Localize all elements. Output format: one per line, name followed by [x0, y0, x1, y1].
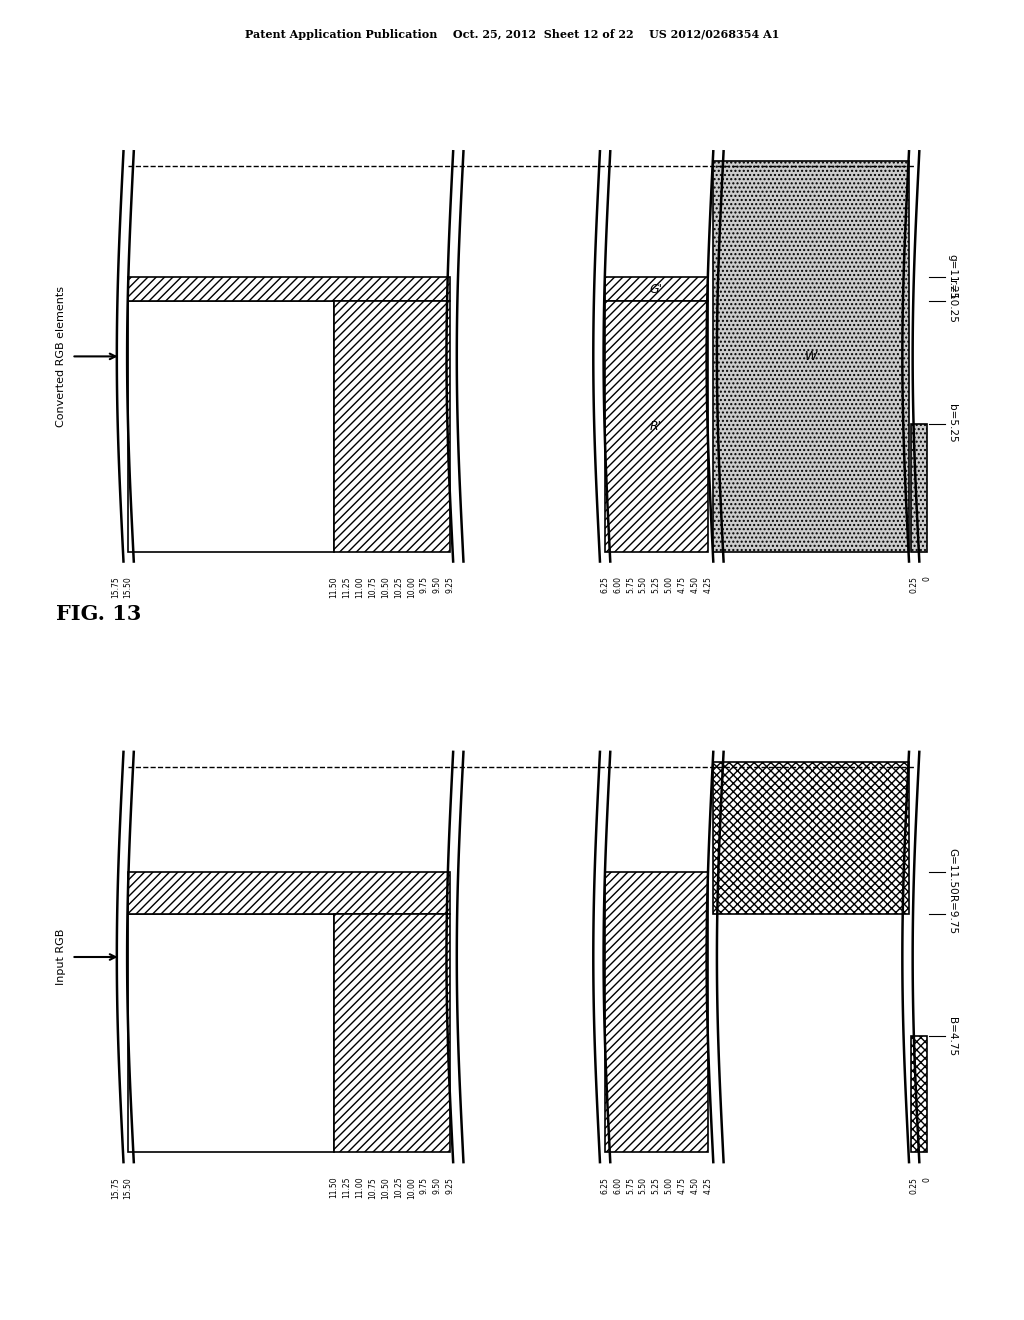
Text: Converted RGB elements: Converted RGB elements	[56, 286, 67, 426]
Text: B=4.75: B=4.75	[947, 1016, 957, 1056]
Text: 6.25: 6.25	[600, 1177, 609, 1193]
Bar	[128, 277, 451, 301]
Text: 10.75: 10.75	[369, 1177, 377, 1199]
Bar	[334, 915, 451, 1152]
Text: 6.00: 6.00	[613, 576, 622, 593]
Text: 4.75: 4.75	[678, 576, 686, 593]
Text: G=11.50: G=11.50	[947, 849, 957, 895]
Text: 9.50: 9.50	[433, 576, 441, 593]
Text: 11.50: 11.50	[330, 1177, 339, 1199]
Text: 6.25: 6.25	[600, 576, 609, 593]
Text: Patent Application Publication    Oct. 25, 2012  Sheet 12 of 22    US 2012/02683: Patent Application Publication Oct. 25, …	[245, 29, 779, 40]
Text: 10.50: 10.50	[381, 576, 390, 598]
Bar	[334, 301, 451, 552]
Text: 9.75: 9.75	[420, 1177, 429, 1193]
Bar	[604, 871, 708, 1152]
Text: 0.25: 0.25	[909, 576, 919, 593]
Text: 5.75: 5.75	[626, 576, 635, 593]
Text: 11.00: 11.00	[355, 576, 365, 598]
Text: 4.50: 4.50	[690, 576, 699, 593]
Text: R=9.75: R=9.75	[947, 895, 957, 933]
Bar	[604, 277, 708, 301]
Text: G': G'	[649, 282, 663, 296]
Text: 9.25: 9.25	[445, 576, 455, 593]
Bar	[128, 915, 334, 1152]
Text: b=5.25: b=5.25	[947, 404, 957, 444]
Text: 10.25: 10.25	[394, 576, 403, 598]
Text: 11.50: 11.50	[330, 576, 339, 598]
Bar	[128, 871, 451, 915]
Bar	[911, 424, 927, 552]
Bar	[713, 762, 908, 915]
Text: 5.25: 5.25	[651, 576, 660, 593]
Text: 11.25: 11.25	[343, 1177, 351, 1199]
Text: 10.00: 10.00	[407, 576, 416, 598]
Text: 15.50: 15.50	[124, 576, 133, 598]
Text: g=11.25: g=11.25	[947, 255, 957, 300]
Bar	[911, 1036, 927, 1152]
Text: 5.00: 5.00	[665, 1177, 674, 1193]
Text: 4.25: 4.25	[703, 1177, 712, 1193]
Bar	[128, 301, 334, 552]
Text: R': R'	[650, 420, 663, 433]
Text: W: W	[805, 350, 817, 363]
Text: 4.50: 4.50	[690, 1177, 699, 1193]
Text: 15.50: 15.50	[124, 1177, 133, 1199]
Text: r=10.25: r=10.25	[947, 280, 957, 323]
Bar	[713, 161, 908, 552]
Text: 4.25: 4.25	[703, 576, 712, 593]
Text: 10.75: 10.75	[369, 576, 377, 598]
Text: 0: 0	[922, 576, 931, 581]
Text: 10.25: 10.25	[394, 1177, 403, 1199]
Text: 0: 0	[922, 1177, 931, 1181]
Text: 9.50: 9.50	[433, 1177, 441, 1193]
Text: 5.50: 5.50	[639, 576, 648, 593]
Text: 15.75: 15.75	[111, 576, 120, 598]
Text: 6.00: 6.00	[613, 1177, 622, 1193]
Text: FIG. 13: FIG. 13	[56, 603, 141, 624]
Text: 5.50: 5.50	[639, 1177, 648, 1193]
Text: Input RGB: Input RGB	[56, 929, 67, 985]
Text: 5.00: 5.00	[665, 576, 674, 593]
Text: 11.00: 11.00	[355, 1177, 365, 1199]
Text: 10.50: 10.50	[381, 1177, 390, 1199]
Text: 4.75: 4.75	[678, 1177, 686, 1193]
Text: 11.25: 11.25	[343, 576, 351, 598]
Text: 0.25: 0.25	[909, 1177, 919, 1193]
Text: 9.25: 9.25	[445, 1177, 455, 1193]
Text: 5.75: 5.75	[626, 1177, 635, 1193]
Text: 10.00: 10.00	[407, 1177, 416, 1199]
Text: 9.75: 9.75	[420, 576, 429, 593]
Bar	[604, 301, 708, 552]
Text: 15.75: 15.75	[111, 1177, 120, 1199]
Text: 5.25: 5.25	[651, 1177, 660, 1193]
